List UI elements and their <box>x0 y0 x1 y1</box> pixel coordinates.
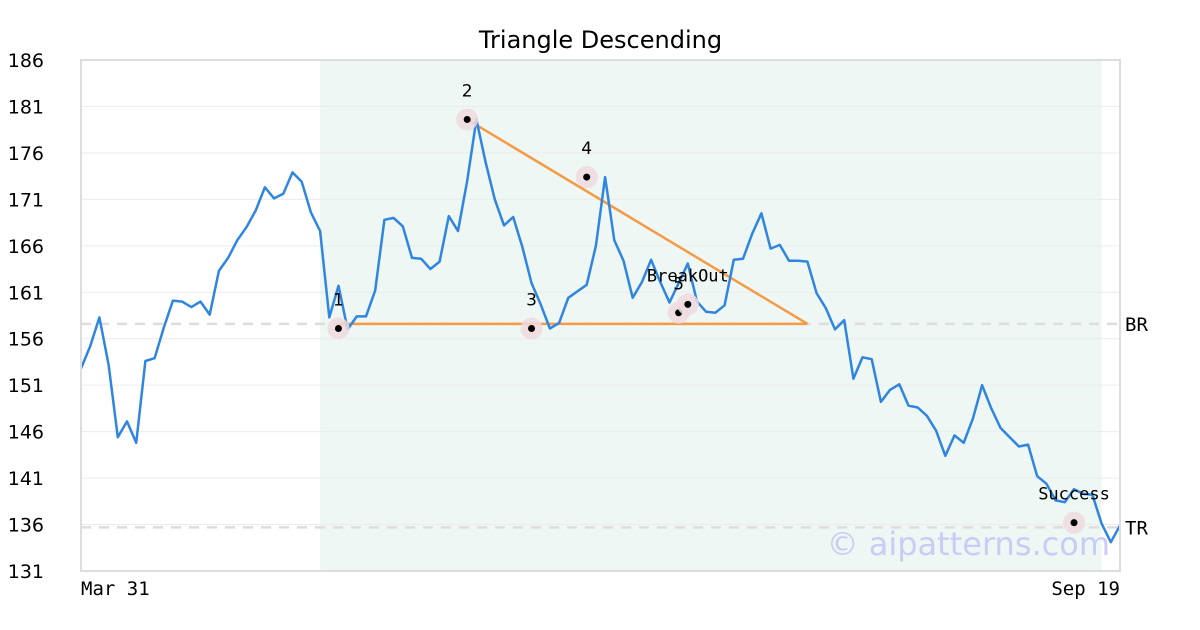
plot-frame <box>80 59 1121 572</box>
y-tick-label: 186 <box>8 50 44 72</box>
y-axis-ticks: 131 136 141 146 151 156 161 166 171 176 181 186 <box>8 50 44 583</box>
x-tick-label: Mar 31 <box>81 578 150 600</box>
price-series-line <box>79 118 1122 544</box>
reference-line-label: TR <box>1125 517 1148 539</box>
y-tick-label: 166 <box>8 236 44 258</box>
y-tick-label: 136 <box>8 515 44 537</box>
chart-title: Triangle Descending <box>478 26 722 54</box>
y-tick-label: 171 <box>8 189 44 211</box>
reference-line-label: BR <box>1125 314 1148 336</box>
watermark: © aipatterns.com <box>827 525 1110 563</box>
pattern-shaded-region <box>320 60 1102 571</box>
x-tick-label: Sep 19 <box>1051 578 1120 600</box>
pattern-point-label: 5 <box>673 275 684 295</box>
y-tick-label: 176 <box>8 143 44 165</box>
annotations: BreakOut Success <box>647 266 1110 534</box>
pattern-point-dot <box>463 115 471 123</box>
y-tick-label: 146 <box>8 422 44 444</box>
x-axis-ticks: Mar 31 Sep 19 <box>81 578 1120 600</box>
pattern-point-dot <box>583 173 591 181</box>
annotation-label: BreakOut <box>647 266 729 286</box>
pattern-line <box>466 118 809 325</box>
pattern-point-label: 4 <box>581 139 592 159</box>
pattern-lines <box>338 118 809 326</box>
reference-lines: BR TR <box>81 314 1148 539</box>
pattern-point-dot <box>528 325 536 333</box>
annotation-dot <box>1070 519 1078 527</box>
annotation-label: Success <box>1038 485 1110 505</box>
pattern-point-dot <box>334 325 342 333</box>
annotation-dot <box>684 300 692 308</box>
pattern-point-label: 2 <box>462 81 473 101</box>
y-tick-label: 141 <box>8 468 44 490</box>
y-tick-label: 151 <box>8 375 44 397</box>
pattern-point-label: 3 <box>526 291 537 311</box>
y-tick-label: 156 <box>8 329 44 351</box>
pattern-points: 1 2 3 4 5 <box>327 81 690 340</box>
y-tick-label: 161 <box>8 282 44 304</box>
pattern-point-label: 1 <box>333 291 344 311</box>
y-tick-label: 181 <box>8 96 44 118</box>
y-tick-label: 131 <box>8 561 44 583</box>
